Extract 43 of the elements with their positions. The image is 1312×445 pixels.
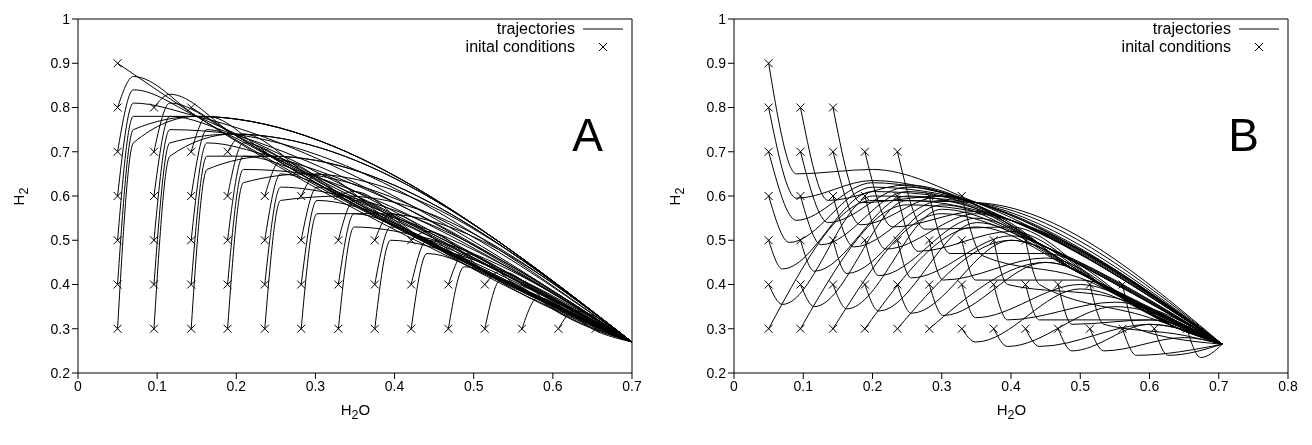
y-tick-label: 0.9 bbox=[50, 55, 71, 72]
x-tick-label: 0.4 bbox=[384, 377, 405, 394]
x-tick-label: 0.1 bbox=[147, 377, 168, 394]
y-tick-label: 0.4 bbox=[706, 276, 727, 293]
x-tick-label: 0.7 bbox=[1209, 377, 1229, 394]
x-tick-label: 0.6 bbox=[1139, 377, 1160, 394]
annotation: A bbox=[572, 108, 603, 162]
y-tick-label: 0.9 bbox=[706, 55, 727, 72]
legend-label: inital conditions bbox=[465, 38, 575, 56]
y-tick-label: 0.3 bbox=[50, 320, 71, 337]
x-tick-label: 0 bbox=[730, 377, 739, 394]
y-tick-label: 1 bbox=[718, 10, 727, 27]
y-tick-label: 0.8 bbox=[50, 99, 71, 116]
legend-label: trajectories bbox=[496, 20, 575, 38]
x-tick-label: 0.7 bbox=[622, 377, 642, 394]
annotation: B bbox=[1228, 108, 1259, 162]
x-tick-label: 0.5 bbox=[1070, 377, 1091, 394]
legend-label: trajectories bbox=[1152, 20, 1231, 38]
y-tick-label: 0.7 bbox=[706, 143, 727, 160]
x-tick-label: 0.6 bbox=[543, 377, 563, 394]
y-tick-label: 0.6 bbox=[50, 187, 71, 204]
y-tick-label: 0.5 bbox=[50, 232, 71, 249]
x-tick-label: 0.8 bbox=[1278, 377, 1298, 394]
y-tick-label: 1 bbox=[62, 10, 71, 27]
y-tick-label: 0.2 bbox=[50, 364, 71, 381]
x-tick-label: 0.1 bbox=[793, 377, 814, 394]
y-tick-label: 0.3 bbox=[706, 320, 727, 337]
y-tick-label: 0.5 bbox=[706, 232, 727, 249]
y-tick-label: 0.7 bbox=[50, 143, 71, 160]
y-tick-label: 0.2 bbox=[706, 364, 727, 381]
x-tick-label: 0.3 bbox=[932, 377, 952, 394]
y-tick-label: 0.8 bbox=[706, 99, 727, 116]
x-tick-label: 0.2 bbox=[862, 377, 883, 394]
x-tick-label: 0.3 bbox=[305, 377, 326, 394]
x-tick-label: 0.2 bbox=[226, 377, 247, 394]
y-tick-label: 0.6 bbox=[706, 187, 727, 204]
x-tick-label: 0.4 bbox=[1001, 377, 1021, 394]
x-tick-label: 0.5 bbox=[463, 377, 484, 394]
y-tick-label: 0.4 bbox=[50, 276, 71, 293]
x-axis-title: H$_{2}$O bbox=[995, 401, 1028, 422]
x-tick-label: 0 bbox=[74, 377, 83, 394]
legend-label: inital conditions bbox=[1121, 38, 1231, 56]
x-axis-title: H$_{2}$O bbox=[339, 401, 372, 422]
